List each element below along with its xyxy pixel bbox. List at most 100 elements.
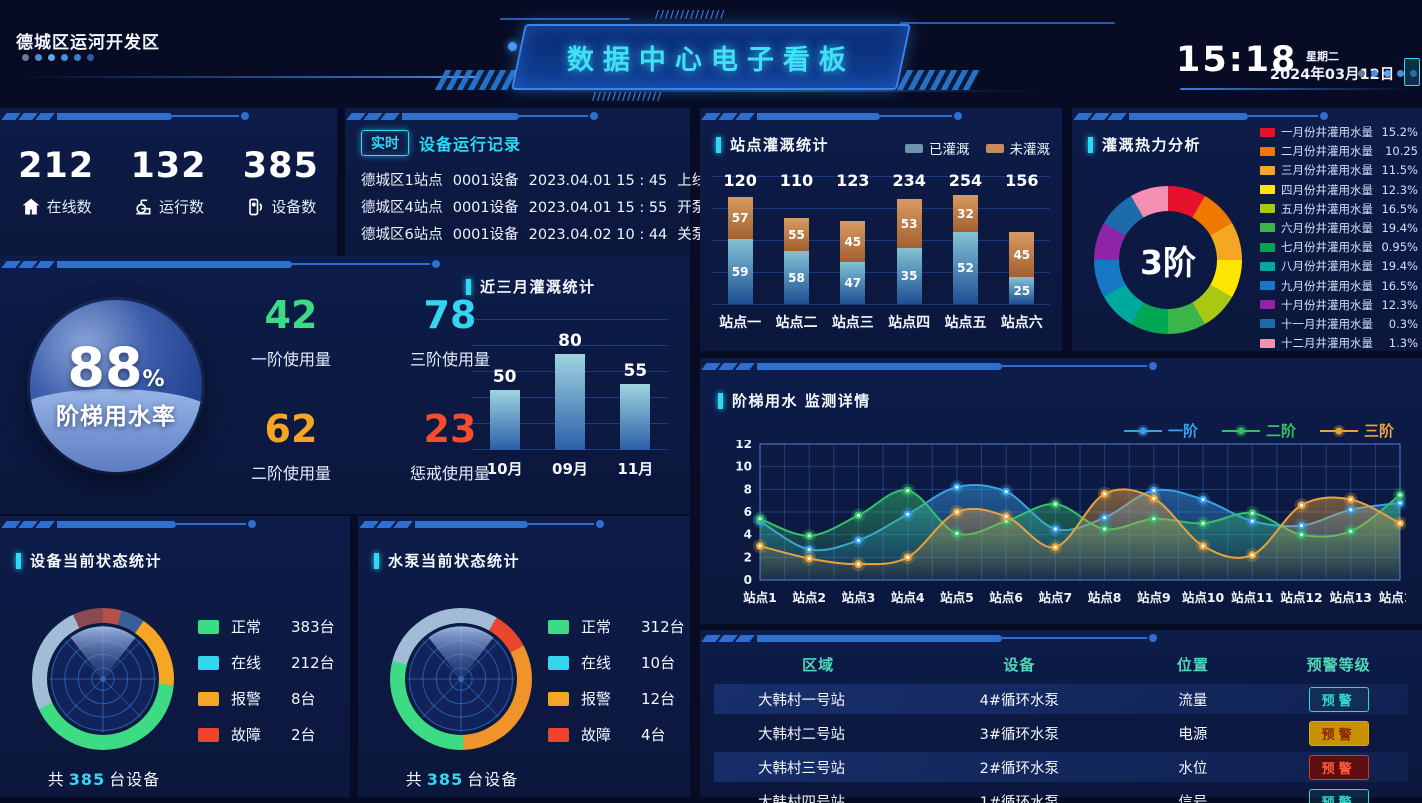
legend-item[interactable]: 在线 10台 bbox=[548, 652, 685, 673]
usage-metric-label: 一阶使用量 bbox=[250, 350, 331, 369]
stat-label: 设备数 bbox=[245, 196, 316, 217]
stacked-bar[interactable]: 32 52 bbox=[952, 195, 978, 304]
cell-position: 电源 bbox=[1178, 726, 1208, 743]
stacked-bar[interactable]: 55 58 bbox=[783, 218, 809, 304]
bar[interactable] bbox=[620, 384, 651, 450]
bar-value-label: 80 bbox=[558, 331, 582, 351]
bar-total-label: 123 bbox=[836, 171, 870, 190]
panel-top-decoration bbox=[700, 360, 1422, 372]
legend-item[interactable]: 十一月井灌用水量 0.3% bbox=[1260, 316, 1418, 332]
heat-analysis-legend: 一月份井灌用水量 15.2% 二月份井灌用水量 10.25 三月份井灌用水量 11.5% 四… bbox=[1260, 124, 1418, 351]
filled-segment: 59 bbox=[727, 239, 753, 304]
log-action: 关泵 bbox=[677, 227, 707, 243]
legend-label: 三阶 bbox=[1363, 422, 1394, 440]
cell-area: 大韩村三号站 bbox=[758, 760, 845, 777]
alarm-level-button[interactable]: 预警 bbox=[1308, 686, 1369, 712]
page-header: 德城区运河开发区 ////////////// ////////////// 数… bbox=[0, 0, 1422, 106]
legend-label: 十月份井灌用水量 bbox=[1281, 297, 1373, 312]
device-status-donut bbox=[32, 608, 174, 750]
legend-item[interactable]: 八月份井灌用水量 19.4% bbox=[1260, 258, 1418, 274]
svg-text:0: 0 bbox=[744, 573, 752, 587]
stacked-bar[interactable]: 45 25 bbox=[1009, 232, 1035, 304]
legend-label: 报警 bbox=[231, 690, 262, 708]
table-row: 大韩村四号站 1#循环水泵 信号 预警 bbox=[714, 786, 1408, 803]
legend-swatch bbox=[198, 691, 219, 706]
recent-months-title: 近三月灌溉统计 bbox=[466, 276, 676, 297]
legend-swatch bbox=[1260, 281, 1275, 290]
legend-item[interactable]: 三阶 bbox=[1319, 420, 1394, 441]
bar[interactable] bbox=[554, 354, 585, 450]
clock-time: 15:18 bbox=[1176, 40, 1298, 80]
log-action: 上线 bbox=[677, 173, 707, 189]
legend-label: 在线 bbox=[231, 654, 262, 672]
stacked-bar[interactable]: 45 47 bbox=[840, 221, 866, 304]
legend-item[interactable]: 报警 12台 bbox=[548, 688, 685, 709]
legend-item[interactable]: 二月份井灌用水量 10.25 bbox=[1260, 143, 1418, 159]
legend-item[interactable]: 一月份井灌用水量 15.2% bbox=[1260, 124, 1418, 140]
legend-item[interactable]: 故障 2台 bbox=[198, 724, 335, 745]
legend-item[interactable]: 十月份井灌用水量 12.3% bbox=[1260, 297, 1418, 313]
legend-label: 六月份井灌用水量 bbox=[1281, 220, 1373, 235]
recent-months-xlabels: 10月 09月 11月 bbox=[472, 458, 668, 479]
filled-segment: 25 bbox=[1009, 277, 1035, 304]
alarm-level-button[interactable]: 预警 bbox=[1308, 720, 1369, 746]
log-station: 德城区4站点 bbox=[361, 200, 443, 216]
cell-area: 大韩村一号站 bbox=[758, 692, 845, 709]
legend-label: 一月份井灌用水量 bbox=[1281, 125, 1373, 139]
station-irrigation-title: 站点灌溉统计 bbox=[716, 134, 829, 155]
x-axis-label: 站点二 bbox=[775, 315, 818, 331]
x-axis-label: 站点六 bbox=[1000, 315, 1043, 331]
legend-item[interactable]: 七月份井灌用水量 0.95% bbox=[1260, 239, 1418, 255]
legend-item[interactable]: 五月份井灌用水量 16.5% bbox=[1260, 201, 1418, 217]
legend-item[interactable]: 报警 8台 bbox=[198, 688, 335, 709]
cell-area: 大韩村四号站 bbox=[758, 794, 845, 803]
x-axis-label: 站点五 bbox=[944, 315, 987, 331]
svg-text:站点11: 站点11 bbox=[1231, 590, 1273, 605]
unfilled-segment: 45 bbox=[1009, 232, 1035, 277]
stacked-bar[interactable]: 53 35 bbox=[896, 199, 922, 304]
stat-label: 在线数 bbox=[21, 196, 92, 217]
usage-metric-label: 三阶使用量 bbox=[409, 350, 490, 369]
panel-top-decoration bbox=[700, 110, 1062, 122]
pump-status-legend: 正常 312台 在线 10台报警 12台故障 4台 bbox=[548, 616, 685, 745]
log-device: 0001设备 bbox=[452, 227, 519, 243]
legend-item[interactable]: 二阶 bbox=[1221, 420, 1296, 441]
alarm-table-header: 区域 设备 位置 预警等级 bbox=[714, 654, 1408, 675]
legend-item[interactable]: 三月份井灌用水量 11.5% bbox=[1260, 162, 1418, 178]
alarm-level-button[interactable]: 预警 bbox=[1308, 754, 1369, 780]
log-record: 德城区6站点 0001设备 2023.04.02 10 : 44 关泵 bbox=[361, 222, 706, 249]
legend-item[interactable]: 四月份井灌用水量 12.3% bbox=[1260, 182, 1418, 198]
table-row: 大韩村二号站 3#循环水泵 电源 预警 bbox=[714, 718, 1408, 748]
stacked-bar[interactable]: 57 59 bbox=[727, 197, 753, 304]
legend-value: 10台 bbox=[641, 654, 676, 672]
legend-value: 4台 bbox=[641, 726, 666, 744]
x-axis-label: 10月 bbox=[486, 460, 523, 478]
legend-item[interactable]: 一阶 bbox=[1123, 420, 1198, 441]
decor-line bbox=[1180, 88, 1410, 90]
legend-item[interactable]: 正常 312台 bbox=[548, 616, 685, 637]
legend-item[interactable]: 九月份井灌用水量 16.5% bbox=[1260, 278, 1418, 294]
grid-line bbox=[712, 176, 1050, 177]
cell-level: 预警 bbox=[1269, 686, 1408, 712]
log-record: 德城区1站点 0001设备 2023.04.01 15 : 45 上线 bbox=[361, 168, 706, 195]
legend-item[interactable]: 十二月井灌用水量 1.3% bbox=[1260, 335, 1418, 351]
legend-item[interactable]: 六月份井灌用水量 19.4% bbox=[1260, 220, 1418, 236]
legend-item[interactable]: 在线 212台 bbox=[198, 652, 335, 673]
bar[interactable] bbox=[489, 390, 520, 450]
legend-swatch bbox=[1260, 319, 1275, 329]
stat-label-text: 在线数 bbox=[46, 198, 92, 216]
legend-item[interactable]: 正常 383台 bbox=[198, 616, 335, 637]
legend-item[interactable]: 已灌溉 bbox=[905, 138, 970, 158]
panel-top-decoration bbox=[345, 110, 690, 122]
legend-item[interactable]: 未灌溉 bbox=[985, 138, 1050, 158]
filled-segment: 35 bbox=[896, 248, 922, 304]
legend-item[interactable]: 故障 4台 bbox=[548, 724, 685, 745]
bar-total-label: 110 bbox=[779, 171, 814, 190]
panel-top-decoration bbox=[0, 110, 337, 122]
grid-line bbox=[712, 304, 1050, 305]
alarm-level-button[interactable]: 预警 bbox=[1308, 788, 1369, 803]
log-record: 德城区4站点 0001设备 2023.04.01 15 : 55 开泵 bbox=[361, 195, 706, 222]
decor-dots-right bbox=[1358, 70, 1422, 77]
station-irrigation-plot: 120 57 59 站点一 110 55 58 站点二 123 45 47 站点三 234 53 35 站点四… bbox=[712, 170, 1050, 338]
svg-text:站点10: 站点10 bbox=[1182, 590, 1225, 605]
